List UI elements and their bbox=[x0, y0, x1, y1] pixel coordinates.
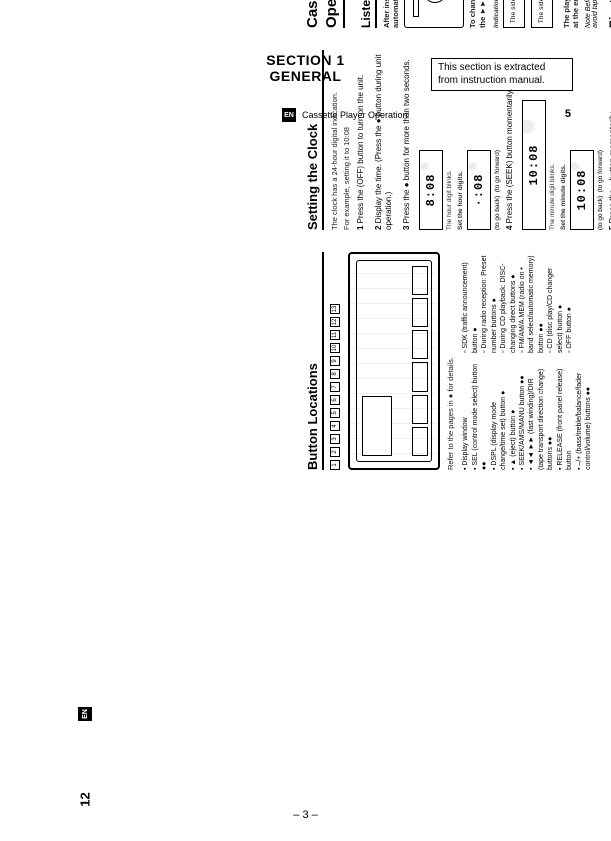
callout-8: 8 bbox=[330, 369, 340, 379]
device-display-window bbox=[362, 396, 392, 456]
step-2-text: Display the time. (Press the ● button du… bbox=[374, 54, 393, 230]
col-button-locations: Button Locations 12345678910111213 Refer… bbox=[305, 252, 594, 470]
device-callouts: 12345678910111213 bbox=[330, 252, 340, 470]
auto-change-text: The playback direction automatically cha… bbox=[562, 0, 581, 28]
callout-2: 2 bbox=[330, 447, 340, 457]
dir-back-2: (to go back) bbox=[597, 196, 604, 230]
left-item-6: RELEASE (front panel release) button bbox=[556, 363, 575, 470]
en-badge: EN bbox=[282, 108, 296, 122]
button-list-left: Display windowSEL (control mode select) … bbox=[461, 363, 593, 470]
left-item-5: ◄◄ ►► (fast winding)/DIR (tape transport… bbox=[527, 363, 555, 470]
left-item-1: SEL (control mode select) button ●● bbox=[471, 363, 490, 470]
step-1: 1 Press the (OFF) button to turn on the … bbox=[356, 50, 366, 230]
button-list-right: SDK (traffic announcement) button ●Durin… bbox=[461, 252, 593, 353]
device-button-row bbox=[412, 266, 428, 456]
lcd-side-down-text: The side facing down is being played. bbox=[539, 0, 545, 23]
callout-5: 5 bbox=[330, 408, 340, 418]
dir-back-1: (to go back) bbox=[494, 196, 501, 230]
set-hour-label: Set the hour digits. bbox=[457, 50, 464, 230]
op-title-1: Cassette Player bbox=[305, 0, 324, 28]
left-item-4: SEEK/AMS/MANU button ●● bbox=[518, 363, 527, 470]
indication-label: Indication of Tape Transport Direction bbox=[493, 0, 500, 28]
step-1-text: Press the (OFF) button to turn on the un… bbox=[356, 75, 365, 224]
dir-fwd-1: (to go forward) bbox=[494, 150, 501, 192]
callout-13: 13 bbox=[330, 304, 340, 314]
callout-12: 12 bbox=[330, 317, 340, 327]
minute-blink-note: The minute digit blinks. bbox=[549, 50, 556, 230]
step-3: 3 Press the ● button for more than two s… bbox=[402, 50, 412, 230]
step-3-text: Press the ● button for more than two sec… bbox=[402, 59, 411, 223]
dir-fwd-2: (to go forward) bbox=[597, 150, 604, 192]
callout-11: 11 bbox=[330, 330, 340, 340]
operation-heading-box: Cassette Player Operation bbox=[305, 0, 345, 28]
step-4-text: Press the (SEEK) button momentarily. bbox=[505, 89, 514, 224]
callout-9: 9 bbox=[330, 356, 340, 366]
tape-note: Note Before turning off the unit, don't … bbox=[585, 0, 599, 28]
button-description-lists: Display windowSEL (control mode select) … bbox=[461, 252, 593, 470]
hour-blink-note: The hour digit blinks. bbox=[446, 50, 453, 230]
lcd-side-up-text: The side facing up is being played. bbox=[511, 0, 517, 23]
rotated-manual-body: Button Locations 12345678910111213 Refer… bbox=[305, 0, 611, 470]
listening-title: Listening to Tape Playback bbox=[359, 0, 377, 28]
lcd-side-up: The side facing up is being played. bbox=[503, 0, 525, 28]
clock-intro: The clock has a 24-hour digital indicati… bbox=[330, 50, 339, 230]
left-item-7: –/+ (bass/treble/balance/fader control/v… bbox=[575, 363, 594, 470]
listening-body: After inserting the cassette, playback w… bbox=[382, 0, 401, 28]
callout-6: 6 bbox=[330, 395, 340, 405]
right-item-5: OFF button ● bbox=[565, 252, 574, 353]
lcd-set-hour: ·:08 bbox=[467, 150, 491, 230]
left-item-0: Display window bbox=[461, 363, 470, 470]
lcd-minute-blink: 10:08 bbox=[522, 100, 546, 230]
right-item-0: SDK (traffic announcement) button ● bbox=[461, 252, 480, 353]
button-locations-title: Button Locations bbox=[305, 252, 324, 470]
col-cassette-operation: Cassette Player Operation Listening to T… bbox=[305, 0, 611, 28]
set-minute-label: Set the minute digits. bbox=[560, 50, 567, 230]
lcd-set-minute: 10:08 bbox=[570, 150, 594, 230]
right-item-4: CD (disc play/CD changer select) button … bbox=[546, 252, 565, 353]
op-title-2: Operation bbox=[324, 0, 343, 28]
right-item-1: During radio reception: Preset number bu… bbox=[480, 252, 499, 353]
col-setting-clock: Setting the Clock The clock has a 24-hou… bbox=[305, 50, 611, 230]
change-direction-text: To change the tape direction, press both… bbox=[468, 0, 487, 28]
right-item-2: During CD playback: DISC-changing direct… bbox=[499, 252, 518, 353]
step-4: 4 Press the (SEEK) button momentarily. bbox=[505, 50, 515, 230]
callout-4: 4 bbox=[330, 421, 340, 431]
dir-labels-2: (to go back) (to go forward) bbox=[597, 150, 604, 230]
ejecting-title: Ejecting the Cassette bbox=[607, 0, 611, 28]
callout-1: 1 bbox=[330, 460, 340, 470]
left-item-2: DSPL (display mode change/time set) butt… bbox=[490, 363, 509, 470]
dir-labels-1: (to go back) (to go forward) bbox=[494, 150, 501, 230]
cassette-illustration bbox=[404, 0, 464, 28]
right-item-3: FM/AM/A.MEM (radio on • band select/auto… bbox=[518, 252, 546, 353]
step-2: 2 Display the time. (Press the ● button … bbox=[374, 50, 394, 230]
cassette-slot bbox=[413, 0, 419, 17]
lcd-side-down: The side facing down is being played. bbox=[531, 0, 553, 28]
clock-example: For example, setting it to 10:08 bbox=[342, 50, 351, 230]
left-en-badge: EN bbox=[78, 707, 92, 721]
callout-3: 3 bbox=[330, 434, 340, 444]
footer-page: – 3 – bbox=[0, 809, 611, 821]
refer-note: Refer to the pages in ● for details. bbox=[446, 252, 455, 470]
setting-clock-title: Setting the Clock bbox=[305, 50, 324, 230]
page-number-left: 12 bbox=[78, 792, 93, 806]
callout-7: 7 bbox=[330, 382, 340, 392]
device-illustration bbox=[348, 252, 440, 470]
left-item-3: ▲ (eject) button ● bbox=[509, 363, 518, 470]
lcd-hour-blink: 8:08 bbox=[419, 150, 443, 230]
callout-10: 10 bbox=[330, 343, 340, 353]
